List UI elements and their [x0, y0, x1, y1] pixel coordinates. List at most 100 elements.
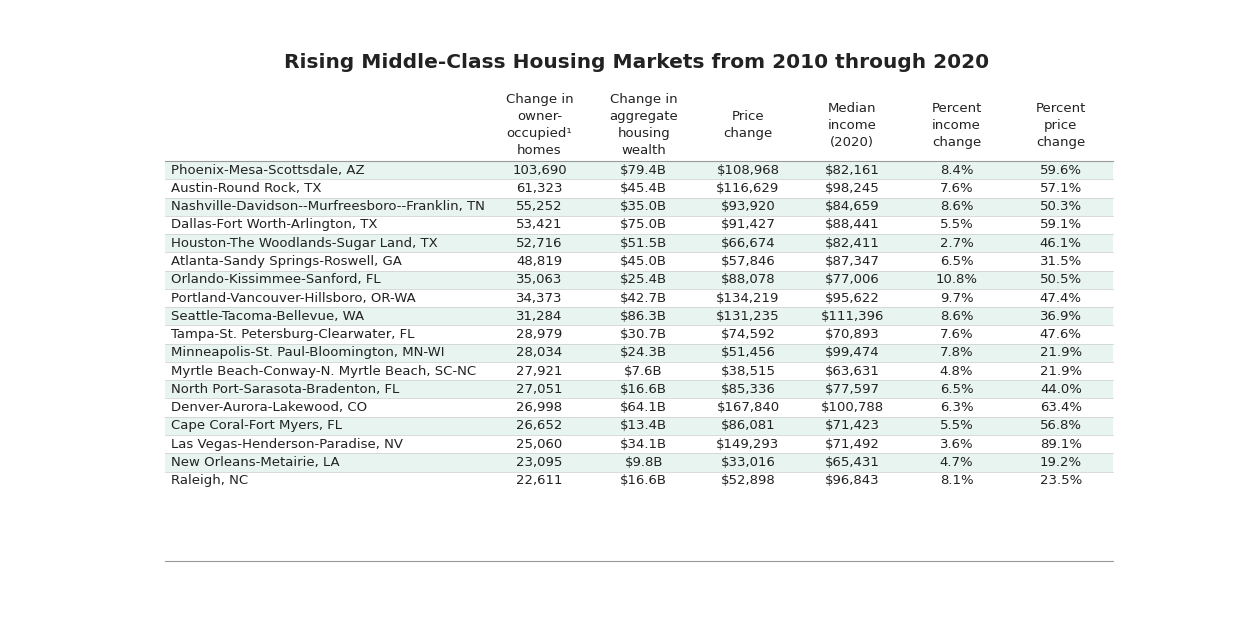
Text: 25,060: 25,060	[517, 438, 563, 451]
Text: $65,431: $65,431	[825, 456, 879, 469]
Text: 21.9%: 21.9%	[1040, 365, 1082, 377]
Bar	[165, 472, 1113, 490]
Text: $35.0B: $35.0B	[620, 200, 667, 213]
Text: $93,920: $93,920	[720, 200, 775, 213]
Text: 23.5%: 23.5%	[1040, 474, 1082, 487]
Text: 6.3%: 6.3%	[940, 401, 974, 414]
Text: 21.9%: 21.9%	[1040, 346, 1082, 360]
Text: Orlando-Kissimmee-Sanford, FL: Orlando-Kissimmee-Sanford, FL	[170, 273, 380, 286]
Text: $51.5B: $51.5B	[620, 237, 667, 250]
Text: $24.3B: $24.3B	[620, 346, 667, 360]
Text: $64.1B: $64.1B	[620, 401, 667, 414]
Text: $91,427: $91,427	[720, 218, 775, 232]
Text: 5.5%: 5.5%	[940, 419, 974, 433]
Text: $86,081: $86,081	[720, 419, 775, 433]
Text: Austin-Round Rock, TX: Austin-Round Rock, TX	[170, 182, 322, 195]
Text: 56.8%: 56.8%	[1040, 419, 1082, 433]
Text: $131,235: $131,235	[717, 310, 780, 323]
Text: $57,846: $57,846	[720, 255, 775, 268]
Text: 61,323: 61,323	[517, 182, 563, 195]
Text: 26,652: 26,652	[517, 419, 563, 433]
Bar	[800, 89, 904, 161]
Text: 28,034: 28,034	[517, 346, 563, 360]
Text: 52,716: 52,716	[517, 237, 563, 250]
Text: Phoenix-Mesa-Scottsdale, AZ: Phoenix-Mesa-Scottsdale, AZ	[170, 164, 364, 177]
Text: 53,421: 53,421	[517, 218, 563, 232]
Text: 5.5%: 5.5%	[940, 218, 974, 232]
Text: $99,474: $99,474	[825, 346, 879, 360]
Text: 19.2%: 19.2%	[1040, 456, 1082, 469]
Text: $33,016: $33,016	[720, 456, 775, 469]
Bar	[165, 179, 1113, 198]
Text: 27,921: 27,921	[517, 365, 563, 377]
Text: $149,293: $149,293	[717, 438, 780, 451]
Text: $82,411: $82,411	[825, 237, 879, 250]
Text: Rising Middle-Class Housing Markets from 2010 through 2020: Rising Middle-Class Housing Markets from…	[284, 53, 989, 72]
Text: 27,051: 27,051	[517, 383, 563, 396]
Text: 103,690: 103,690	[512, 164, 566, 177]
Text: Seattle-Tacoma-Bellevue, WA: Seattle-Tacoma-Bellevue, WA	[170, 310, 364, 323]
Text: $84,659: $84,659	[825, 200, 879, 213]
Bar	[165, 234, 1113, 252]
Text: Atlanta-Sandy Springs-Roswell, GA: Atlanta-Sandy Springs-Roswell, GA	[170, 255, 401, 268]
Text: 23,095: 23,095	[517, 456, 563, 469]
Text: Myrtle Beach-Conway-N. Myrtle Beach, SC-NC: Myrtle Beach-Conway-N. Myrtle Beach, SC-…	[170, 365, 476, 377]
Text: 8.6%: 8.6%	[940, 310, 974, 323]
Text: $51,456: $51,456	[720, 346, 775, 360]
Text: Percent
price
change: Percent price change	[1036, 101, 1086, 149]
Text: $86.3B: $86.3B	[620, 310, 667, 323]
Text: Houston-The Woodlands-Sugar Land, TX: Houston-The Woodlands-Sugar Land, TX	[170, 237, 437, 250]
Bar	[165, 343, 1113, 362]
Bar	[696, 89, 800, 161]
Text: $7.6B: $7.6B	[625, 365, 663, 377]
Text: $63,631: $63,631	[825, 365, 879, 377]
Text: 31,284: 31,284	[517, 310, 563, 323]
Text: 6.5%: 6.5%	[940, 255, 974, 268]
Text: 46.1%: 46.1%	[1040, 237, 1082, 250]
Text: $116,629: $116,629	[717, 182, 780, 195]
Text: 8.4%: 8.4%	[940, 164, 974, 177]
Bar	[165, 435, 1113, 453]
Text: 8.1%: 8.1%	[940, 474, 974, 487]
Text: $108,968: $108,968	[717, 164, 780, 177]
Text: Nashville-Davidson--Murfreesboro--Franklin, TN: Nashville-Davidson--Murfreesboro--Frankl…	[170, 200, 484, 213]
Text: $71,423: $71,423	[825, 419, 879, 433]
Text: 44.0%: 44.0%	[1040, 383, 1082, 396]
Text: $42.7B: $42.7B	[620, 291, 667, 304]
Text: $98,245: $98,245	[825, 182, 879, 195]
Text: $96,843: $96,843	[825, 474, 879, 487]
Text: $75.0B: $75.0B	[620, 218, 667, 232]
Bar	[165, 417, 1113, 435]
Bar	[165, 289, 1113, 307]
Text: $9.8B: $9.8B	[625, 456, 663, 469]
Text: $45.4B: $45.4B	[620, 182, 667, 195]
Text: 63.4%: 63.4%	[1040, 401, 1082, 414]
Text: 8.6%: 8.6%	[940, 200, 974, 213]
Text: $30.7B: $30.7B	[620, 328, 667, 341]
Text: 26,998: 26,998	[517, 401, 563, 414]
Text: 7.8%: 7.8%	[940, 346, 974, 360]
Text: 4.8%: 4.8%	[940, 365, 974, 377]
Text: Cape Coral-Fort Myers, FL: Cape Coral-Fort Myers, FL	[170, 419, 342, 433]
Text: $79.4B: $79.4B	[620, 164, 667, 177]
Text: 50.5%: 50.5%	[1040, 273, 1082, 286]
Text: 22,611: 22,611	[517, 474, 563, 487]
Text: $77,597: $77,597	[825, 383, 879, 396]
Text: Portland-Vancouver-Hillsboro, OR-WA: Portland-Vancouver-Hillsboro, OR-WA	[170, 291, 415, 304]
Text: $134,219: $134,219	[717, 291, 780, 304]
Text: Percent
income
change: Percent income change	[932, 101, 981, 149]
Bar	[165, 453, 1113, 472]
Text: 28,979: 28,979	[517, 328, 563, 341]
Text: Change in
owner-
occupied¹
homes: Change in owner- occupied¹ homes	[505, 93, 574, 157]
Text: $16.6B: $16.6B	[620, 474, 667, 487]
Text: Dallas-Fort Worth-Arlington, TX: Dallas-Fort Worth-Arlington, TX	[170, 218, 378, 232]
Bar	[1009, 89, 1113, 161]
Bar	[165, 89, 487, 161]
Text: 7.6%: 7.6%	[940, 182, 974, 195]
Text: 59.1%: 59.1%	[1040, 218, 1082, 232]
Bar	[487, 89, 591, 161]
Bar	[165, 399, 1113, 417]
Text: Tampa-St. Petersburg-Clearwater, FL: Tampa-St. Petersburg-Clearwater, FL	[170, 328, 414, 341]
Text: 50.3%: 50.3%	[1040, 200, 1082, 213]
Text: 36.9%: 36.9%	[1040, 310, 1082, 323]
